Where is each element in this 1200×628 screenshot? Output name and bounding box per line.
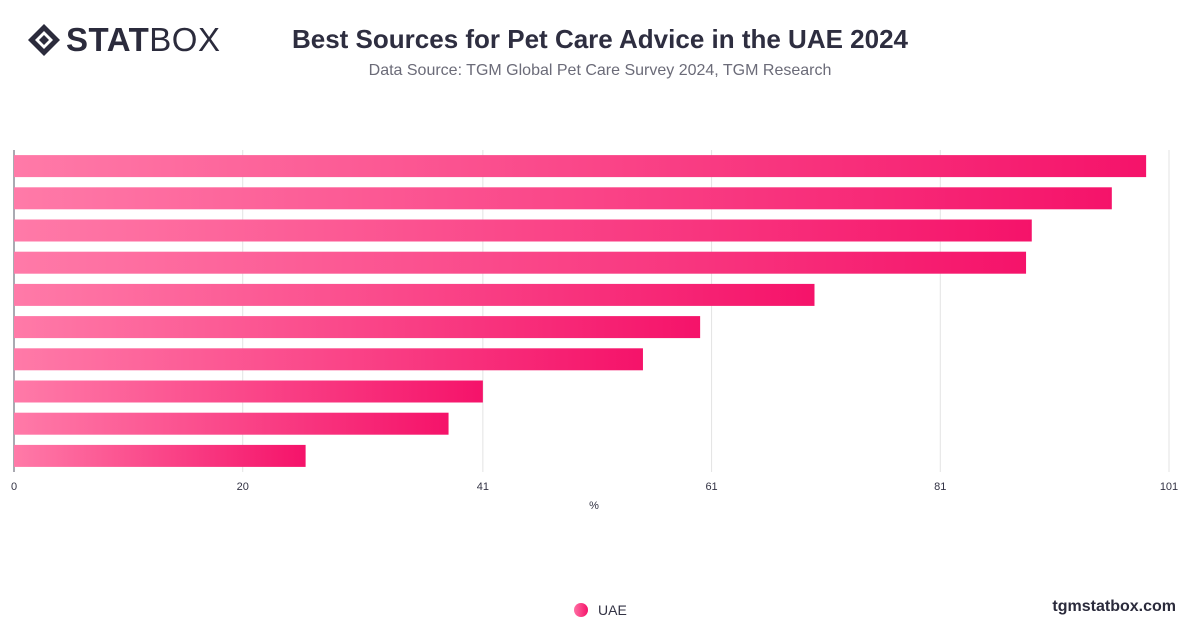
- statbox-diamond-icon: [28, 24, 60, 56]
- logo-text-light: BOX: [149, 21, 221, 58]
- bar[interactable]: [14, 380, 483, 403]
- chart-title: Best Sources for Pet Care Advice in the …: [291, 24, 909, 54]
- bar[interactable]: [14, 444, 306, 467]
- legend[interactable]: UAE: [574, 602, 627, 618]
- bar[interactable]: [14, 251, 1027, 274]
- bar[interactable]: [14, 219, 1032, 242]
- bar[interactable]: [14, 283, 815, 306]
- legend-marker: [574, 603, 588, 617]
- x-tick-label: 20: [237, 481, 249, 493]
- bar[interactable]: [14, 155, 1147, 178]
- statbox-logo: STATBOX: [26, 22, 220, 58]
- bar[interactable]: [14, 412, 449, 435]
- x-tick-label: 81: [934, 481, 946, 493]
- x-tick-label: 41: [477, 481, 489, 493]
- x-tick-label: 101: [1160, 481, 1178, 493]
- legend-label-uae: UAE: [598, 602, 627, 618]
- bar[interactable]: [14, 187, 1112, 210]
- site-url: tgmstatbox.com: [1052, 598, 1176, 615]
- x-tick-label: 0: [11, 481, 17, 493]
- bars: [14, 155, 1147, 467]
- x-tick-label: 61: [705, 481, 717, 493]
- x-axis-ticks: 0 20 41 61 81 101: [11, 481, 1178, 493]
- chart-subtitle: Data Source: TGM Global Pet Care Survey …: [368, 62, 832, 79]
- logo-wordmark: STATBOX: [66, 22, 220, 58]
- logo-text-bold: STAT: [66, 21, 150, 58]
- bar[interactable]: [14, 316, 701, 339]
- bar[interactable]: [14, 348, 643, 371]
- x-axis-label: %: [589, 500, 599, 512]
